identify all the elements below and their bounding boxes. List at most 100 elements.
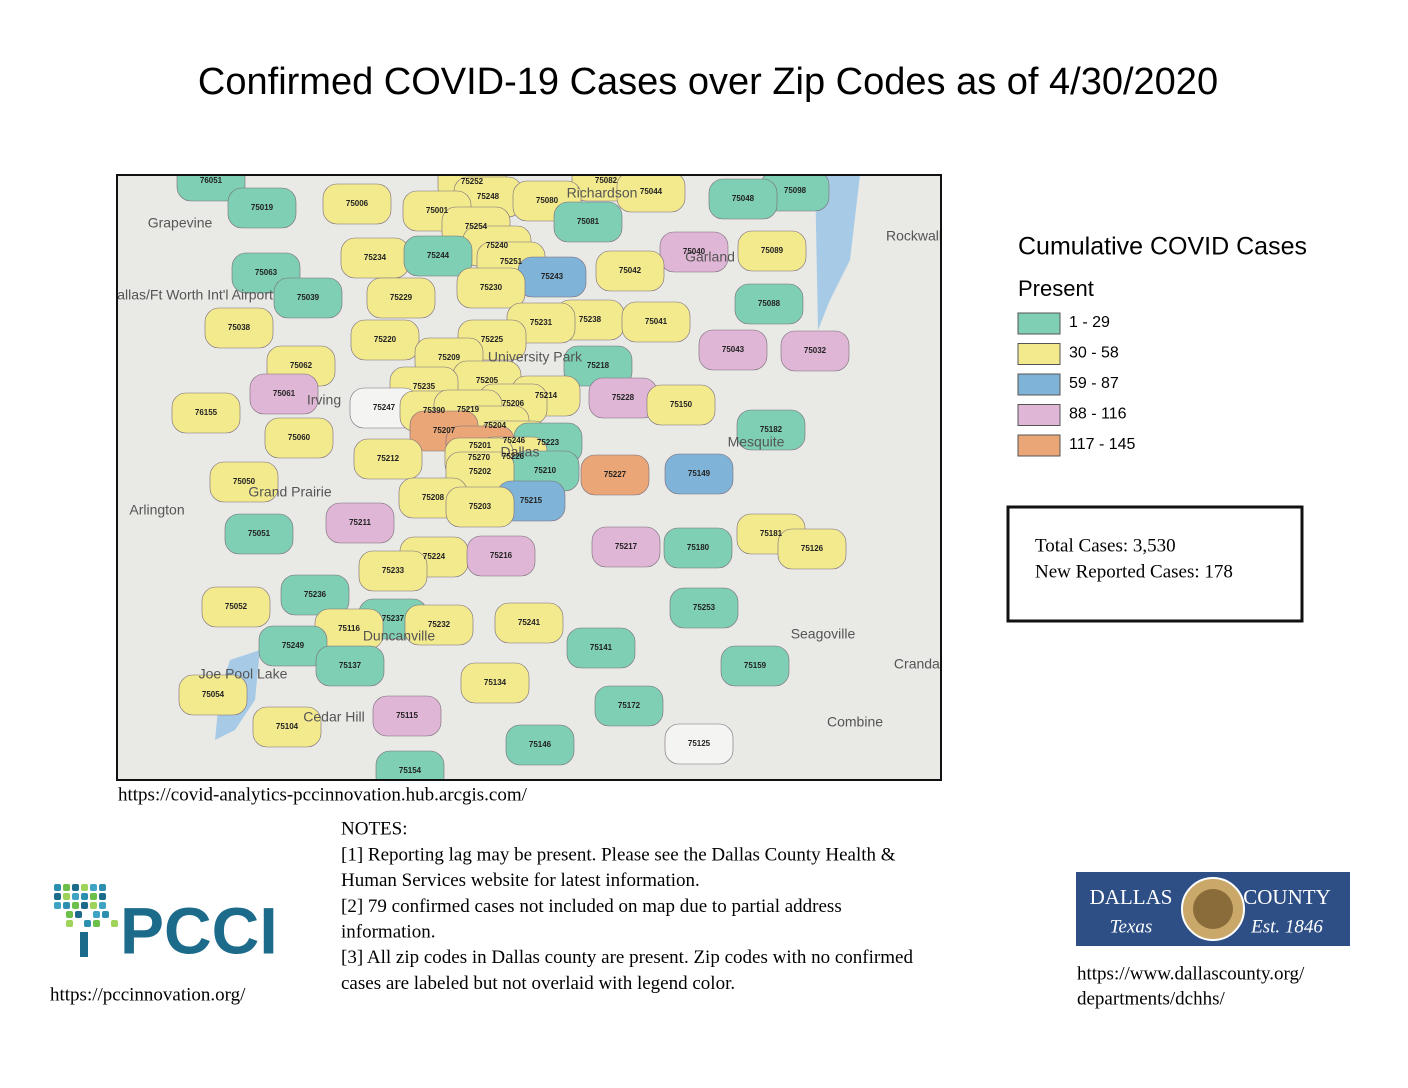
zip-area — [566, 627, 636, 669]
zip-label: 75211 — [349, 518, 371, 527]
zip-area — [224, 513, 294, 555]
zip-label: 75019 — [251, 203, 274, 212]
zip-label: 75227 — [604, 470, 627, 479]
county-name: DALLAS — [1090, 885, 1173, 909]
zip-label: 75230 — [480, 283, 503, 292]
zip-label: 75054 — [202, 690, 225, 699]
zip-label: 75237 — [382, 614, 405, 623]
county-url: https://www.dallascounty.org/ — [1077, 963, 1305, 984]
note-line: information. — [341, 921, 435, 942]
county-state: Texas — [1110, 916, 1153, 937]
new-cases: New Reported Cases: 178 — [1035, 561, 1233, 582]
logo-dot — [90, 884, 97, 891]
legend-label: 117 - 145 — [1069, 436, 1136, 453]
logo-dot — [93, 911, 100, 918]
legend-swatch — [1017, 373, 1061, 396]
county-est: Est. 1846 — [1250, 916, 1323, 937]
logo-dot — [72, 884, 79, 891]
logo-dot — [54, 902, 61, 909]
zip-area — [616, 175, 686, 213]
place-label: Cedar Hill — [303, 709, 364, 725]
place-label: Duncanville — [363, 628, 436, 644]
place-label: Seagoville — [791, 626, 856, 642]
zip-label: 75204 — [484, 421, 507, 430]
zip-area — [460, 662, 530, 704]
zip-label: 75240 — [486, 241, 509, 250]
zip-label: 75050 — [233, 477, 256, 486]
logo-dot — [90, 902, 97, 909]
zip-area — [736, 409, 806, 451]
legend-title: Cumulative COVID Cases — [1018, 233, 1307, 261]
zip-area — [594, 685, 664, 727]
zip-label: 75134 — [484, 678, 507, 687]
zip-area — [315, 645, 385, 687]
legend-swatch — [1017, 312, 1061, 335]
zip-area — [621, 301, 691, 343]
zip-label: 75214 — [535, 391, 558, 400]
zip-label: 75089 — [761, 246, 784, 255]
zip-label: 75202 — [469, 467, 492, 476]
zip-label: 75062 — [290, 361, 313, 370]
zip-area — [358, 550, 428, 592]
logo-dot — [66, 920, 73, 927]
zip-area — [708, 178, 778, 220]
zip-label: 75061 — [273, 389, 296, 398]
legend-label: 59 - 87 — [1069, 375, 1119, 392]
zip-label: 75146 — [529, 740, 552, 749]
zip-label: 75251 — [500, 257, 523, 266]
legend-label: 88 - 116 — [1069, 406, 1127, 423]
logo-dot — [81, 884, 88, 891]
zip-label: 75201 — [469, 441, 492, 450]
place-label: Joe Pool Lake — [199, 666, 288, 682]
zip-area — [659, 231, 729, 273]
zip-area — [280, 574, 350, 616]
place-label: Mesquite — [728, 434, 785, 450]
zip-label: 75219 — [457, 405, 480, 414]
zip-label: 75390 — [423, 406, 446, 415]
zip-area — [595, 250, 665, 292]
summary-box — [1006, 505, 1304, 623]
zip-label: 75229 — [390, 293, 413, 302]
zip-label: 75141 — [590, 643, 613, 652]
zip-area — [372, 695, 442, 737]
pcci-wordmark: PCCI — [120, 893, 278, 967]
zip-label: 76051 — [200, 176, 223, 185]
place-label: Arlington — [129, 502, 184, 518]
zip-label: 75243 — [541, 272, 564, 281]
logo-dot — [80, 932, 88, 957]
zip-area — [591, 526, 661, 568]
zip-label: 75270 — [468, 453, 491, 462]
zip-label: 75137 — [339, 661, 362, 670]
logo-dot — [81, 902, 88, 909]
legend-label: 30 - 58 — [1069, 345, 1119, 362]
place-label: Dallas/Ft Worth Int'l Airport — [107, 287, 273, 303]
logo-dot — [99, 893, 106, 900]
zip-label: 75044 — [640, 187, 663, 196]
zip-label: 75208 — [422, 493, 445, 502]
zip-area — [404, 604, 474, 646]
logo-dot — [99, 902, 106, 909]
zip-label: 75051 — [248, 529, 271, 538]
zip-area — [737, 230, 807, 272]
zip-label: 75115 — [396, 711, 418, 720]
zip-area — [466, 535, 536, 577]
zip-label: 75233 — [382, 566, 405, 575]
zip-label: 75126 — [801, 544, 824, 553]
zip-label: 75225 — [481, 335, 504, 344]
zip-area — [445, 486, 515, 528]
logo-dot — [81, 893, 88, 900]
county-url: departments/dchhs/ — [1077, 988, 1225, 1009]
zip-label: 75104 — [276, 722, 299, 731]
zip-label: 75226 — [502, 452, 525, 461]
zip-area — [273, 277, 343, 319]
zip-area — [580, 454, 650, 496]
place-label: Dallas — [501, 444, 540, 460]
logo-dot — [72, 902, 79, 909]
zip-label: 75217 — [615, 542, 638, 551]
county-seal-inner — [1193, 889, 1233, 929]
zip-label: 75172 — [618, 701, 641, 710]
place-label: Crandall — [894, 656, 946, 672]
zip-label: 75042 — [619, 266, 642, 275]
zip-label: 75040 — [683, 247, 706, 256]
title: Confirmed COVID-19 Cases over Zip Codes … — [198, 61, 1218, 103]
